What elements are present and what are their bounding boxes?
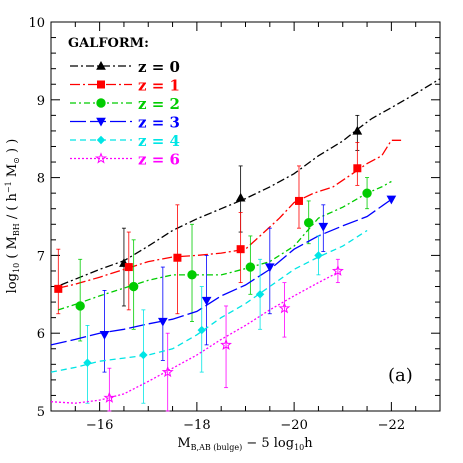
x-axis-label: MB,AB (bulge) − 5 log10h (177, 436, 313, 452)
series-group (58, 177, 392, 342)
data-point-marker (83, 358, 92, 367)
data-point-marker (96, 98, 106, 108)
series-line (50, 271, 339, 404)
legend-entry: z = 0 (70, 58, 180, 76)
legend-entry: z = 3 (70, 114, 180, 132)
data-point-marker (128, 281, 139, 292)
legend-label: z = 4 (138, 132, 180, 150)
data-point-marker (96, 135, 106, 145)
series-line (60, 78, 441, 286)
legend-label: z = 2 (138, 95, 180, 113)
plot-frame (50, 21, 441, 412)
data-point-marker (331, 264, 344, 276)
data-point-marker (197, 325, 206, 335)
y-tick-label: 7 (37, 249, 45, 264)
data-point-marker (220, 338, 232, 350)
series-line (50, 198, 392, 346)
data-point-marker (124, 263, 133, 272)
data-point-marker (352, 125, 363, 135)
data-point-marker (264, 263, 275, 273)
y-tick-label: 10 (28, 16, 45, 31)
series-group (54, 139, 402, 315)
series-layer (50, 78, 441, 412)
data-point-marker (94, 152, 108, 164)
tick-labels: −16 −18 −20 −22 5 6 7 8 9 10 (28, 16, 405, 433)
data-point-marker (255, 290, 265, 299)
x-tick-label: −18 (183, 418, 210, 433)
legend-label: z = 3 (138, 114, 180, 132)
series-group (50, 195, 397, 373)
series-line (58, 180, 392, 311)
legend: GALFORM: z = 0z = 1z = 2z = 3z = 4z = 6 (68, 36, 180, 169)
data-point-marker (54, 284, 63, 293)
y-tick-label: 9 (37, 94, 45, 109)
panel-label: (a) (388, 365, 413, 386)
series-group (50, 229, 368, 404)
data-point-marker (278, 302, 291, 314)
series-line (58, 139, 402, 289)
data-point-marker (304, 218, 314, 228)
data-point-marker (139, 350, 148, 360)
data-point-marker (236, 245, 245, 254)
data-point-marker (235, 192, 246, 202)
legend-label: z = 6 (138, 151, 180, 169)
legend-entry: z = 4 (70, 132, 180, 150)
legend-entry: z = 2 (70, 95, 180, 113)
data-point-marker (314, 251, 323, 260)
series-group (50, 258, 344, 412)
x-tick-label: −20 (280, 418, 307, 433)
legend-entry: z = 6 (70, 151, 180, 169)
data-point-marker (386, 195, 397, 205)
y-tick-label: 8 (37, 172, 45, 187)
data-point-marker (96, 60, 106, 70)
data-point-marker (99, 331, 110, 340)
legend-entry: z = 1 (70, 77, 180, 95)
data-point-marker (187, 270, 197, 280)
data-point-marker (362, 188, 372, 198)
data-point-marker (318, 222, 329, 232)
y-tick-label: 6 (37, 327, 45, 342)
x-tick-label: −16 (86, 418, 113, 433)
data-point-marker (245, 262, 256, 272)
legend-title: GALFORM: (68, 36, 149, 51)
data-point-marker (96, 117, 106, 127)
y-axis-label: log10 ( MBH / ( h−1 M⊙ ) ) (4, 139, 21, 294)
legend-label: z = 0 (138, 58, 180, 76)
data-point-marker (97, 80, 105, 89)
axis-ticks (50, 21, 441, 412)
data-point-marker (173, 253, 182, 262)
x-tick-label: −22 (378, 418, 405, 433)
legend-label: z = 1 (138, 77, 180, 95)
data-point-marker (75, 301, 85, 311)
data-point-marker (161, 365, 174, 378)
series-line (50, 229, 368, 373)
data-point-marker (353, 164, 362, 173)
data-point-marker (201, 296, 212, 306)
data-point-marker (157, 317, 168, 327)
data-point-marker (103, 391, 116, 403)
data-point-marker (294, 196, 303, 205)
y-tick-label: 5 (37, 405, 45, 420)
